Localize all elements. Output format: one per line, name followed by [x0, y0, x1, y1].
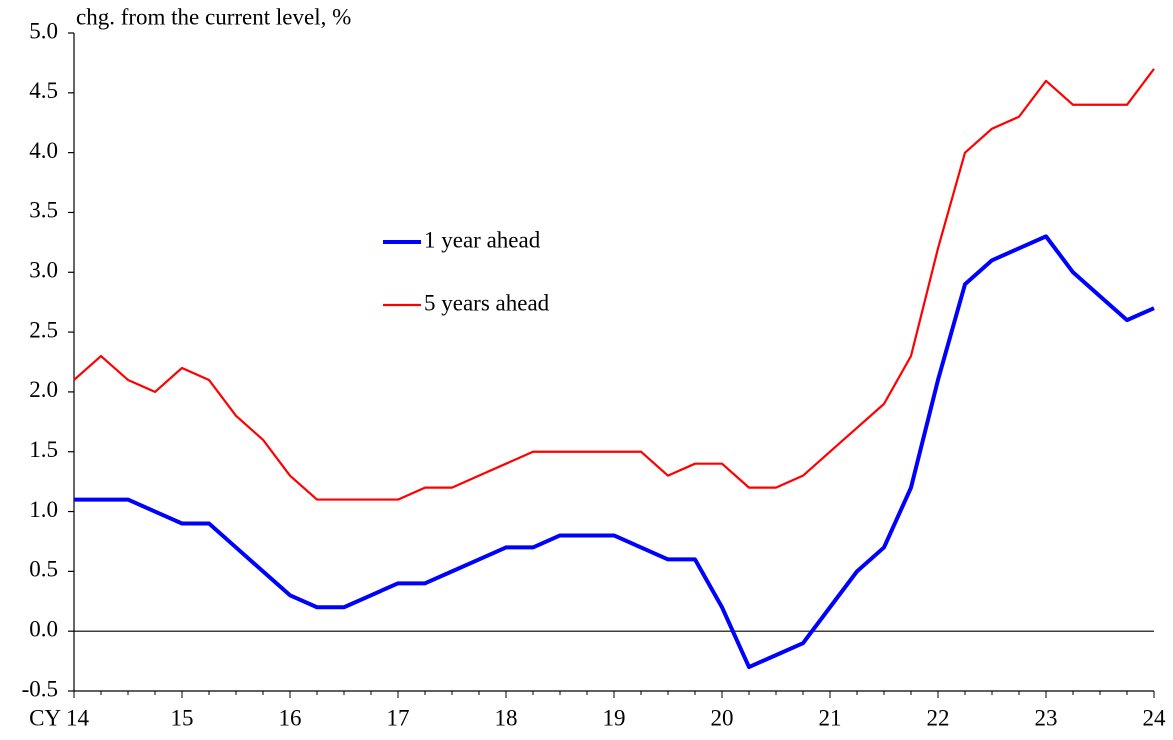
x-tick-label: 20 — [711, 705, 734, 730]
y-axis-label: chg. from the current level, % — [76, 4, 351, 29]
legend-label: 1 year ahead — [424, 227, 541, 252]
y-tick-label: 5.0 — [29, 18, 58, 43]
y-tick-label: 2.5 — [29, 317, 58, 342]
y-tick-label: 4.5 — [29, 78, 58, 103]
y-tick-label: 0.0 — [29, 616, 58, 641]
y-tick-label: 3.0 — [29, 258, 58, 283]
series-line — [73, 68, 1155, 501]
x-tick-label: 19 — [603, 705, 626, 730]
x-tick-label: 24 — [1143, 705, 1167, 730]
x-tick-label: 15 — [171, 705, 194, 730]
x-tick-label: 17 — [387, 705, 410, 730]
x-tick-label: 16 — [279, 705, 302, 730]
x-tick-label: 22 — [927, 705, 950, 730]
x-tick-label: 23 — [1035, 705, 1058, 730]
series-line — [74, 234, 1155, 670]
y-tick-label: 3.5 — [29, 198, 58, 223]
y-tick-label: 1.5 — [29, 437, 58, 462]
y-tick-label: -0.5 — [22, 676, 58, 701]
x-tick-label: 18 — [495, 705, 518, 730]
legend-label: 5 years ahead — [424, 290, 550, 315]
y-tick-label: 0.5 — [29, 557, 58, 582]
y-tick-label: 1.0 — [29, 497, 58, 522]
y-tick-label: 4.0 — [29, 138, 58, 163]
x-tick-label: 21 — [819, 705, 842, 730]
x-tick-label: CY 14 — [29, 705, 89, 730]
y-tick-label: 2.0 — [29, 377, 58, 402]
